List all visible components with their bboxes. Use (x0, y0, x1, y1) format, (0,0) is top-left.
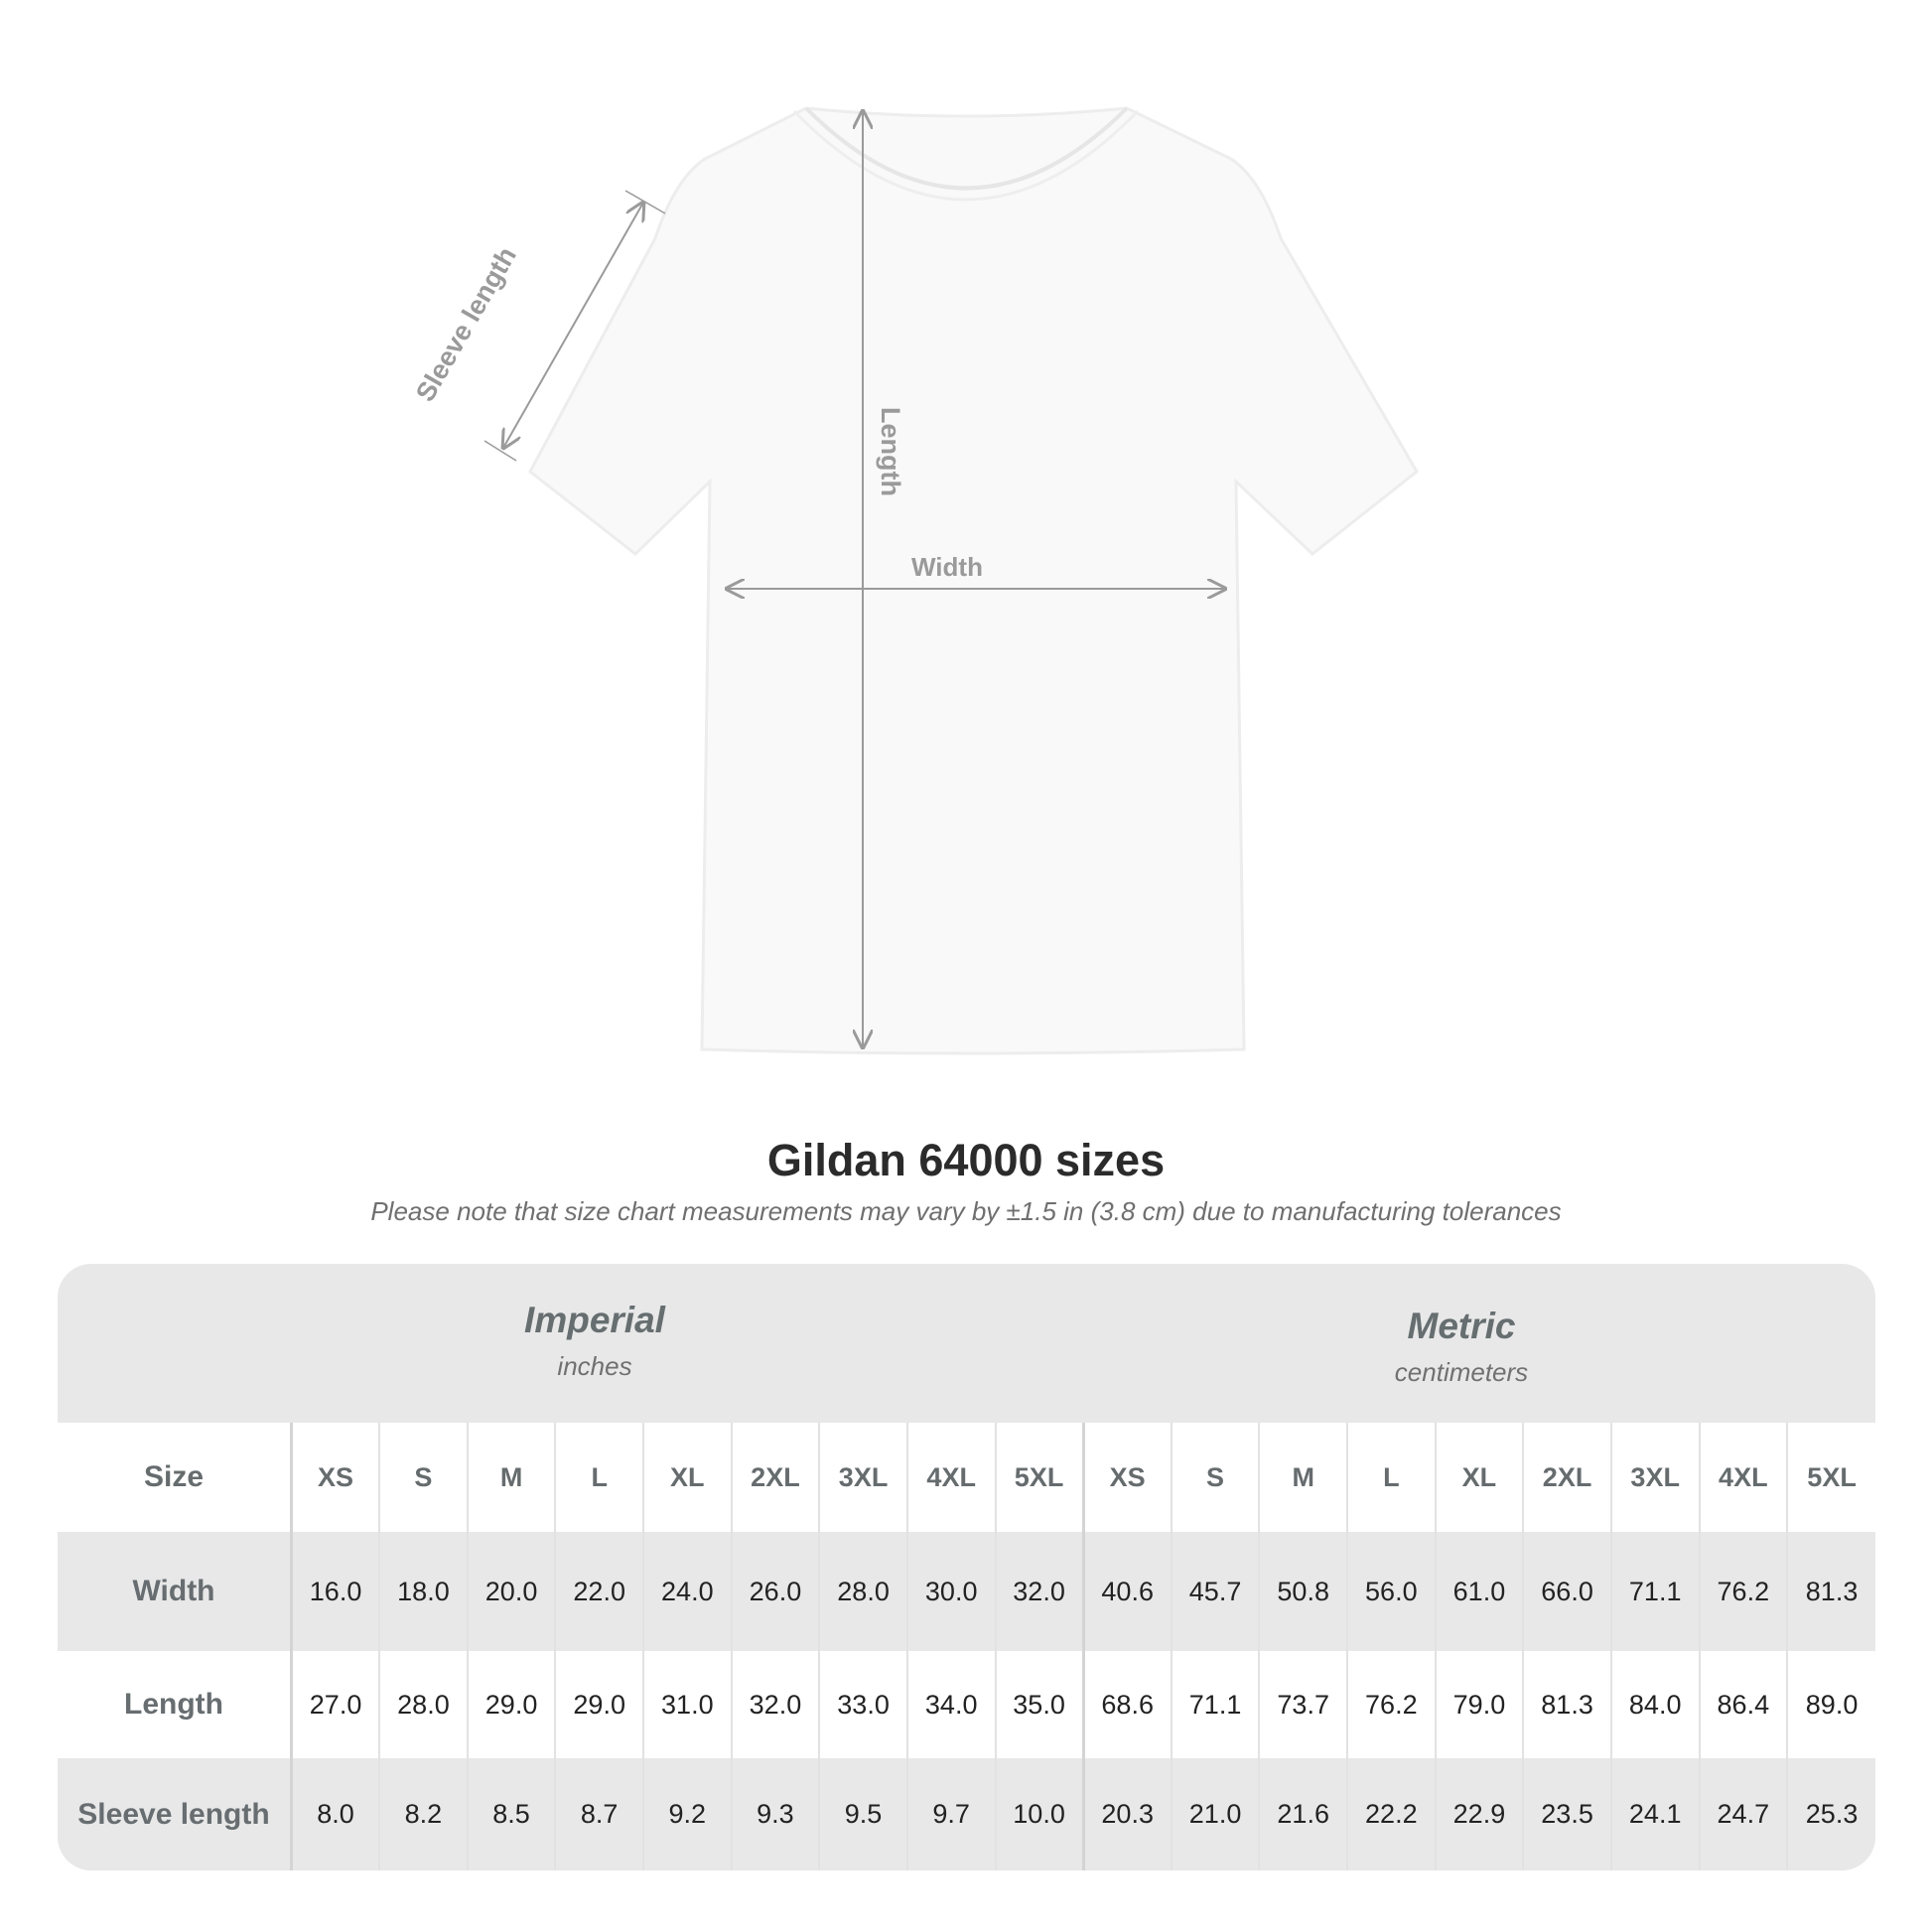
size-label: Size (58, 1423, 292, 1532)
row-label: Width (58, 1532, 292, 1651)
imperial-header: Imperial inches (247, 1300, 942, 1382)
metric-value-cell: 66.0 (1522, 1532, 1611, 1651)
metric-value-cell: 45.7 (1170, 1532, 1260, 1651)
page-title: Gildan 64000 sizes (766, 1135, 1166, 1185)
metric-size-3xl: 3XL (1609, 1423, 1700, 1532)
metric-value-cell: 61.0 (1434, 1532, 1524, 1651)
width-label: Width (911, 552, 983, 582)
size-header-row: Size XS S M L XL 2XL 3XL 4XL 5XL XS S M L XL 2XL 3XL 4XL 5… (58, 1423, 1875, 1532)
metric-value-cell: 76.2 (1698, 1532, 1788, 1651)
tshirt-diagram (483, 106, 1419, 1055)
imperial-value-cell: 22.0 (554, 1532, 643, 1651)
metric-value-cell: 81.3 (1522, 1651, 1611, 1758)
imperial-value-cell: 34.0 (905, 1651, 996, 1758)
imperial-size-m: M (466, 1423, 556, 1532)
metric-value-cell: 86.4 (1698, 1651, 1788, 1758)
metric-title: Metric (1407, 1306, 1516, 1346)
imperial-value-cell: 8.5 (466, 1758, 556, 1870)
imperial-value-cell: 30.0 (905, 1532, 996, 1651)
metric-value-cell: 22.9 (1434, 1758, 1524, 1870)
imperial-value-cell: 32.0 (730, 1651, 820, 1758)
imperial-value-cell: 27.0 (290, 1651, 380, 1758)
imperial-value-cell: 8.7 (554, 1758, 643, 1870)
metric-value-cell: 20.3 (1081, 1758, 1172, 1870)
imperial-size-xs: XS (290, 1423, 380, 1532)
size-chart: Imperial inches Metric centimeters Size X… (58, 1264, 1875, 1870)
metric-value-cell: 76.2 (1346, 1651, 1436, 1758)
imperial-value-cell: 29.0 (466, 1651, 556, 1758)
imperial-value-cell: 9.7 (905, 1758, 996, 1870)
metric-value-cell: 84.0 (1609, 1651, 1700, 1758)
size-table: Size XS S M L XL 2XL 3XL 4XL 5XL XS S M L XL 2XL 3XL 4XL 5… (58, 1423, 1875, 1870)
imperial-size-3xl: 3XL (818, 1423, 907, 1532)
metric-value-cell: 89.0 (1786, 1651, 1875, 1758)
metric-size-4xl: 4XL (1698, 1423, 1788, 1532)
metric-value-cell: 56.0 (1346, 1532, 1436, 1651)
metric-value-cell: 21.6 (1258, 1758, 1347, 1870)
metric-value-cell: 81.3 (1786, 1532, 1875, 1651)
metric-value-cell: 23.5 (1522, 1758, 1611, 1870)
metric-header: Metric centimeters (1114, 1306, 1809, 1388)
imperial-size-xl: XL (642, 1423, 732, 1532)
metric-unit: centimeters (1394, 1357, 1529, 1387)
metric-value-cell: 50.8 (1258, 1532, 1347, 1651)
metric-size-5xl: 5XL (1786, 1423, 1875, 1532)
row-label: Sleeve length (58, 1758, 292, 1870)
imperial-value-cell: 35.0 (994, 1651, 1084, 1758)
imperial-size-5xl: 5XL (994, 1423, 1084, 1532)
metric-value-cell: 71.1 (1609, 1532, 1700, 1651)
metric-size-m: M (1258, 1423, 1347, 1532)
metric-size-l: L (1346, 1423, 1436, 1532)
imperial-title: Imperial (524, 1300, 665, 1340)
metric-value-cell: 24.7 (1698, 1758, 1788, 1870)
imperial-value-cell: 8.0 (290, 1758, 380, 1870)
metric-value-cell: 21.0 (1170, 1758, 1260, 1870)
metric-value-cell: 79.0 (1434, 1651, 1524, 1758)
imperial-value-cell: 10.0 (994, 1758, 1084, 1870)
metric-size-xs: XS (1081, 1423, 1172, 1532)
imperial-value-cell: 9.5 (818, 1758, 907, 1870)
imperial-size-4xl: 4XL (905, 1423, 996, 1532)
table-row: Length 27.0 28.0 29.0 29.0 31.0 32.0 33.0 34.0 35… (58, 1651, 1875, 1758)
table-row: Sleeve length 8.0 8.2 8.5 8.7 9.2 9.3 9.5 9.7 10.… (58, 1758, 1875, 1870)
imperial-value-cell: 18.0 (378, 1532, 468, 1651)
imperial-value-cell: 32.0 (994, 1532, 1084, 1651)
length-label: Length (876, 407, 905, 496)
table-row: Width 16.0 18.0 20.0 22.0 24.0 26.0 28.0 30.0 32.… (58, 1532, 1875, 1651)
imperial-value-cell: 20.0 (466, 1532, 556, 1651)
imperial-value-cell: 29.0 (554, 1651, 643, 1758)
imperial-value-cell: 9.2 (642, 1758, 732, 1870)
imperial-value-cell: 28.0 (818, 1532, 907, 1651)
metric-value-cell: 25.3 (1786, 1758, 1875, 1870)
imperial-value-cell: 16.0 (290, 1532, 380, 1651)
imperial-value-cell: 31.0 (642, 1651, 732, 1758)
imperial-unit: inches (557, 1351, 632, 1381)
metric-value-cell: 73.7 (1258, 1651, 1347, 1758)
metric-value-cell: 24.1 (1609, 1758, 1700, 1870)
metric-value-cell: 68.6 (1081, 1651, 1172, 1758)
imperial-size-s: S (378, 1423, 468, 1532)
metric-size-xl: XL (1434, 1423, 1524, 1532)
imperial-value-cell: 28.0 (378, 1651, 468, 1758)
imperial-size-2xl: 2XL (730, 1423, 820, 1532)
imperial-value-cell: 9.3 (730, 1758, 820, 1870)
metric-size-s: S (1170, 1423, 1260, 1532)
row-label: Length (58, 1651, 292, 1758)
metric-value-cell: 71.1 (1170, 1651, 1260, 1758)
imperial-value-cell: 26.0 (730, 1532, 820, 1651)
sleeve-arrow (503, 203, 643, 448)
metric-value-cell: 40.6 (1081, 1532, 1172, 1651)
metric-size-2xl: 2XL (1522, 1423, 1611, 1532)
imperial-size-l: L (554, 1423, 643, 1532)
tolerance-note: Please note that size chart measurements… (370, 1196, 1562, 1226)
metric-value-cell: 22.2 (1346, 1758, 1436, 1870)
imperial-value-cell: 8.2 (378, 1758, 468, 1870)
imperial-value-cell: 24.0 (642, 1532, 732, 1651)
imperial-value-cell: 33.0 (818, 1651, 907, 1758)
